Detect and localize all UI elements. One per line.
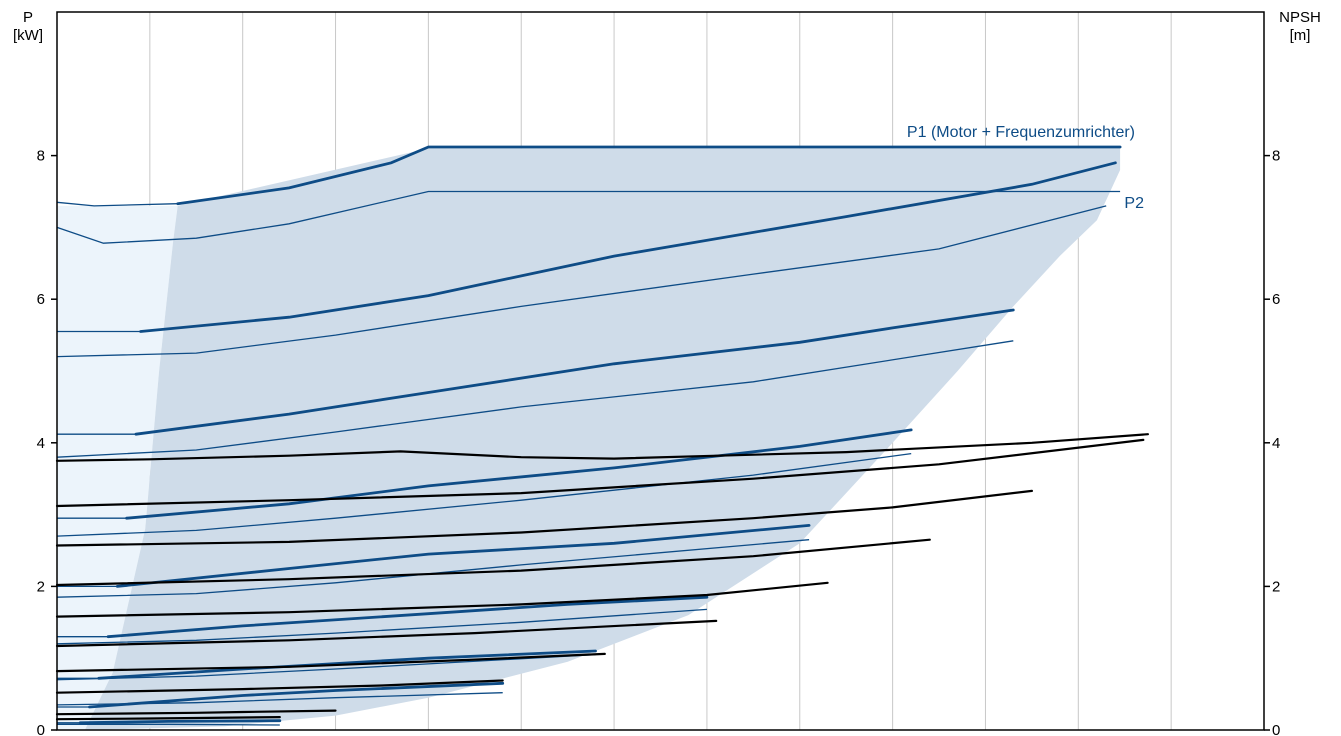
- p2-curve: [57, 723, 280, 726]
- right-tick-label: 4: [1272, 435, 1280, 452]
- npsh-curve: [55, 652, 606, 673]
- p1-curve: [97, 649, 597, 680]
- npsh-curve: [55, 438, 1145, 508]
- operating-area-fill: [84, 148, 1121, 730]
- p1-curve: [106, 595, 709, 639]
- left-axis-title-symbol: P: [23, 9, 33, 26]
- right-tick-label: 2: [1272, 578, 1280, 595]
- p2-curve-label: P2: [1124, 195, 1144, 212]
- right-axis-title-unit: [m]: [1290, 27, 1311, 44]
- p1-curve: [78, 719, 282, 725]
- p1-curves: [56, 145, 1122, 725]
- right-axis-title-symbol: NPSH: [1279, 9, 1321, 26]
- npsh-curve: [55, 619, 718, 648]
- p2-curve: [56, 539, 810, 598]
- p2-curve: [56, 452, 912, 537]
- right-axis-ticks: 0 2 4 6 8: [1264, 148, 1280, 736]
- operating-area: [57, 148, 1121, 730]
- npsh-curves: [55, 433, 1149, 721]
- left-tick-label: 2: [37, 578, 45, 595]
- right-tick-label: 8: [1272, 148, 1280, 165]
- p1-curve-extension: [56, 201, 178, 207]
- p1-curve: [134, 308, 1015, 436]
- p1-curve: [115, 524, 811, 588]
- left-axis-ticks: 0 2 4 6 8: [37, 148, 57, 736]
- npsh-curve: [55, 433, 1149, 462]
- p1-curve: [125, 428, 913, 520]
- p1-curve: [88, 681, 505, 709]
- left-tick-label: 8: [37, 148, 45, 165]
- p2-curve: [56, 205, 1107, 358]
- left-tick-label: 0: [37, 722, 45, 736]
- right-tick-label: 0: [1272, 722, 1280, 736]
- right-tick-label: 6: [1272, 291, 1280, 308]
- p1-curve: [176, 145, 1122, 206]
- npsh-curve: [55, 679, 504, 694]
- npsh-curve: [55, 709, 337, 716]
- npsh-curve: [55, 489, 1033, 547]
- left-tick-label: 4: [37, 435, 45, 452]
- p2-curve: [56, 608, 707, 645]
- p2-curve: [56, 190, 1121, 244]
- npsh-curve: [55, 538, 931, 587]
- npsh-curve: [55, 716, 281, 721]
- p2-curve: [56, 340, 1014, 458]
- p1-curve: [139, 161, 1117, 333]
- p1-curve-label: P1 (Motor + Frequenzumrichter): [907, 124, 1135, 141]
- left-tick-label: 6: [37, 291, 45, 308]
- left-axis-title-unit: [kW]: [13, 27, 43, 44]
- plot-frame: [56, 11, 1265, 731]
- operating-area-left: [57, 205, 178, 730]
- npsh-curve: [55, 581, 829, 618]
